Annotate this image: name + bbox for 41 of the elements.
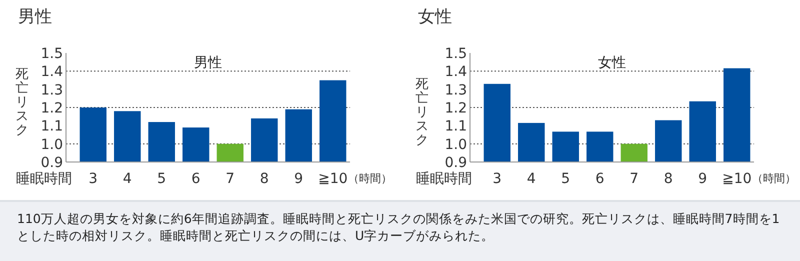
y-axis-title: 死亡リスク [416, 77, 428, 148]
x-tick-label: 9 [698, 171, 708, 187]
x-tick-label: 9 [294, 171, 304, 187]
y-tick-label: 0.9 [40, 155, 63, 171]
chart-title: 男性 [18, 7, 52, 27]
y-tick-label: 1.0 [444, 136, 467, 153]
y-tick-label: 1.5 [444, 46, 467, 62]
text: 110万人超の男女を対象に約6年間追跡調査。睡眠時間と死亡リスクの関係をみた米国での研究。死亡リスクは、睡眠時間7時間を1とした時の相対リスク。睡眠時間と死亡リスクの間には、U字カーブがみられた。 [0, 200, 800, 261]
y-tick-label: 1.4 [444, 64, 468, 80]
chart-subtitle: 女性 [598, 55, 626, 71]
x-tick-label: 8 [260, 171, 269, 187]
x-tick-label: 8 [664, 171, 673, 187]
text: （時間） [752, 172, 796, 185]
y-tick-label: 1.3 [40, 82, 63, 98]
y-tick-label: 1.5 [40, 46, 63, 62]
x-tick-label: 4 [122, 171, 132, 187]
y-tick-label: 1.2 [444, 100, 467, 116]
x-tick-label: 5 [561, 171, 570, 187]
chart-title: 女性 [418, 7, 452, 27]
x-axis-title: 睡眠時間 [416, 171, 472, 187]
x-tick-label: 7 [630, 171, 639, 187]
x-tick-label: 6 [191, 171, 200, 187]
y-tick-label: 1.3 [444, 82, 467, 98]
y-tick-label: 1.1 [444, 118, 467, 135]
x-axis-title: 睡眠時間 [16, 171, 72, 187]
y-tick-label: 1.4 [40, 64, 64, 80]
y-axis-title: 死亡リスク [16, 67, 28, 138]
x-tick-label: 6 [595, 171, 604, 187]
text: （時間） [348, 172, 392, 185]
chart-subtitle: 男性 [194, 55, 222, 71]
y-tick-label: 1.0 [40, 136, 63, 153]
y-tick-label: 0.9 [444, 155, 467, 171]
x-tick-label: 4 [526, 171, 536, 187]
x-tick-label: 3 [492, 171, 502, 187]
x-tick-label: 3 [88, 171, 98, 187]
x-tick-label: ≧10 [318, 171, 348, 187]
x-tick-label: 5 [157, 171, 166, 187]
x-tick-label: 7 [226, 171, 235, 187]
y-tick-label: 1.2 [40, 100, 63, 116]
y-tick-label: 1.1 [40, 118, 63, 135]
x-tick-label: ≧10 [722, 171, 752, 187]
